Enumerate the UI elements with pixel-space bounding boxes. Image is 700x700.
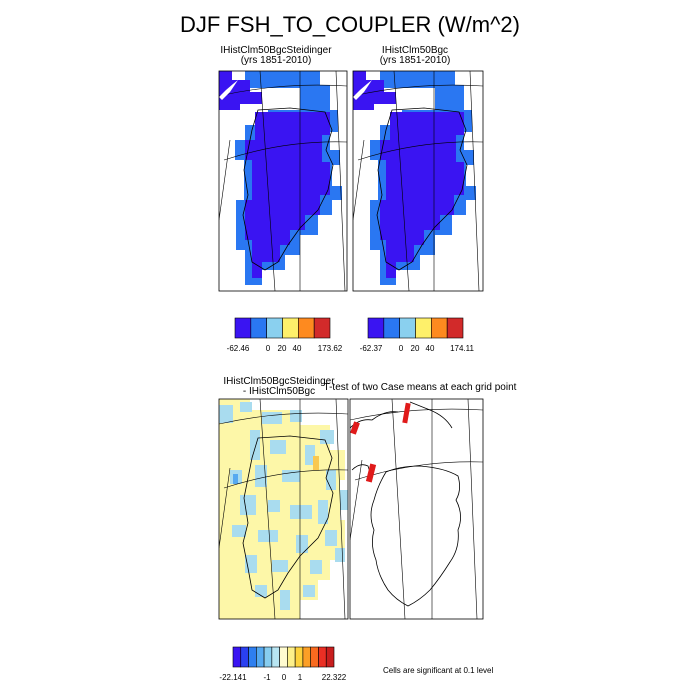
colorbar-swatch (298, 317, 315, 339)
panel-3-lightblue-cells (219, 402, 348, 610)
panel-4-title: T-test of two Case means at each grid po… (320, 383, 520, 393)
panel-4-coastline (350, 401, 461, 607)
colorbar-swatch (294, 646, 304, 668)
colorbar-2-label: -62.37 (360, 344, 383, 353)
panel-2-north-land (353, 71, 396, 110)
panel-2-white-ice (353, 80, 372, 100)
colorbar-2-label: 0 (399, 344, 404, 353)
colorbar-2-label: 40 (426, 344, 435, 353)
colorbar-swatch (248, 646, 257, 668)
panel-2-frame (352, 70, 484, 292)
colorbar-swatch (367, 317, 385, 339)
colorbar-3-label: 22.322 (322, 673, 347, 682)
colorbar-swatch (232, 646, 242, 668)
panel-1-land-cells (245, 112, 330, 278)
colorbar-swatch (446, 317, 464, 339)
panel-4-title-text: T-test of two Case means at each grid po… (323, 382, 517, 393)
panel-4-field (350, 399, 483, 619)
panel-3-subtitle: - IHistClm50Bgc (242, 386, 316, 397)
panel-1-field (219, 71, 347, 291)
panel-3-title-text: IHistClm50BgcSteidinger (223, 376, 335, 387)
map-panel-3 (218, 398, 349, 620)
panel-1-title-text: IHistClm50BgcSteidinger (220, 45, 332, 56)
panel-4-significant-cells (350, 402, 411, 483)
colorbar-1-label: 40 (293, 344, 302, 353)
panel-1-graticule (219, 71, 347, 291)
colorbar-2-label: 174.11 (450, 344, 474, 353)
colorbar-swatch (234, 317, 252, 339)
colorbar-1-label: 0 (266, 344, 271, 353)
colorbar-3-labels: -22.141 -1 0 1 22.322 (219, 673, 346, 682)
colorbar-3-label: 0 (282, 673, 287, 682)
colorbar-swatch (263, 646, 273, 668)
page-title: DJF FSH_TO_COUPLER (W/m^2) (180, 12, 520, 37)
colorbar-swatch (266, 317, 283, 339)
colorbar-swatch (325, 646, 335, 668)
colorbar-swatch (279, 646, 288, 668)
map-panel-2 (352, 70, 484, 292)
panel-1-title: IHistClm50BgcSteidinger (yrs 1851-2010) (206, 46, 346, 66)
colorbar-swatch (240, 646, 249, 668)
panel-2-land-cells (380, 112, 464, 278)
colorbar-swatch (431, 317, 448, 339)
panel-3-orange-cell (313, 456, 319, 470)
panel-4-graticule (350, 399, 483, 619)
colorbar-1-label: 173.62 (318, 344, 343, 353)
significance-note: Cells are significant at 0.1 level (383, 666, 494, 675)
panel-1-north-land (219, 71, 262, 110)
panel-1-greenland-outline (242, 107, 334, 271)
colorbar-swatch (318, 646, 327, 668)
colorbar-swatch (415, 317, 432, 339)
panel-2-title-text: IHistClm50Bgc (381, 45, 449, 56)
colorbar-swatch (310, 646, 319, 668)
panel-2-greenland-outline (376, 107, 468, 271)
colorbar-swatch (271, 646, 280, 668)
colorbar-3-label: -1 (263, 673, 271, 682)
colorbar-3-label: -22.141 (219, 673, 247, 682)
map-panel-4 (349, 398, 484, 620)
colorbar-1-labels: -62.46 0 20 40 173.62 (227, 344, 343, 353)
colorbar-swatch (282, 317, 299, 339)
panel-2-subtitle: (yrs 1851-2010) (379, 55, 451, 66)
panel-1-white-ice (219, 80, 238, 100)
map-panel-1 (218, 70, 348, 292)
panel-3-field (219, 399, 348, 619)
colorbar-swatch (250, 317, 267, 339)
colorbar-3 (232, 646, 335, 668)
colorbar-2 (367, 317, 464, 339)
panel-2-graticule (353, 71, 483, 291)
colorbar-1-label: 20 (278, 344, 287, 353)
colorbar-swatch (383, 317, 400, 339)
colorbar-swatch (313, 317, 331, 339)
colorbar-2-labels: -62.37 0 20 40 174.11 (360, 344, 475, 353)
colorbar-swatch (302, 646, 311, 668)
colorbar-1-label: -62.46 (227, 344, 250, 353)
colorbar-3-label: 1 (298, 673, 303, 682)
panel-2-title: IHistClm50Bgc (yrs 1851-2010) (345, 46, 485, 66)
panel-4-frame (349, 398, 484, 620)
panel-3-graticule (219, 399, 348, 619)
colorbar-swatch (287, 646, 296, 668)
panel-3-greenland-outline (242, 435, 334, 599)
panel-3-frame (218, 398, 349, 620)
colorbar-swatch (256, 646, 265, 668)
panel-3-title: IHistClm50BgcSteidinger - IHistClm50Bgc (204, 377, 354, 397)
colorbar-2-label: 20 (411, 344, 420, 353)
colorbar-1 (234, 317, 331, 339)
colorbar-swatch (399, 317, 416, 339)
panel-3-blue-cell (233, 474, 238, 484)
panel-1-subtitle: (yrs 1851-2010) (240, 55, 312, 66)
panel-2-field (353, 71, 483, 291)
panel-1-frame (218, 70, 348, 292)
